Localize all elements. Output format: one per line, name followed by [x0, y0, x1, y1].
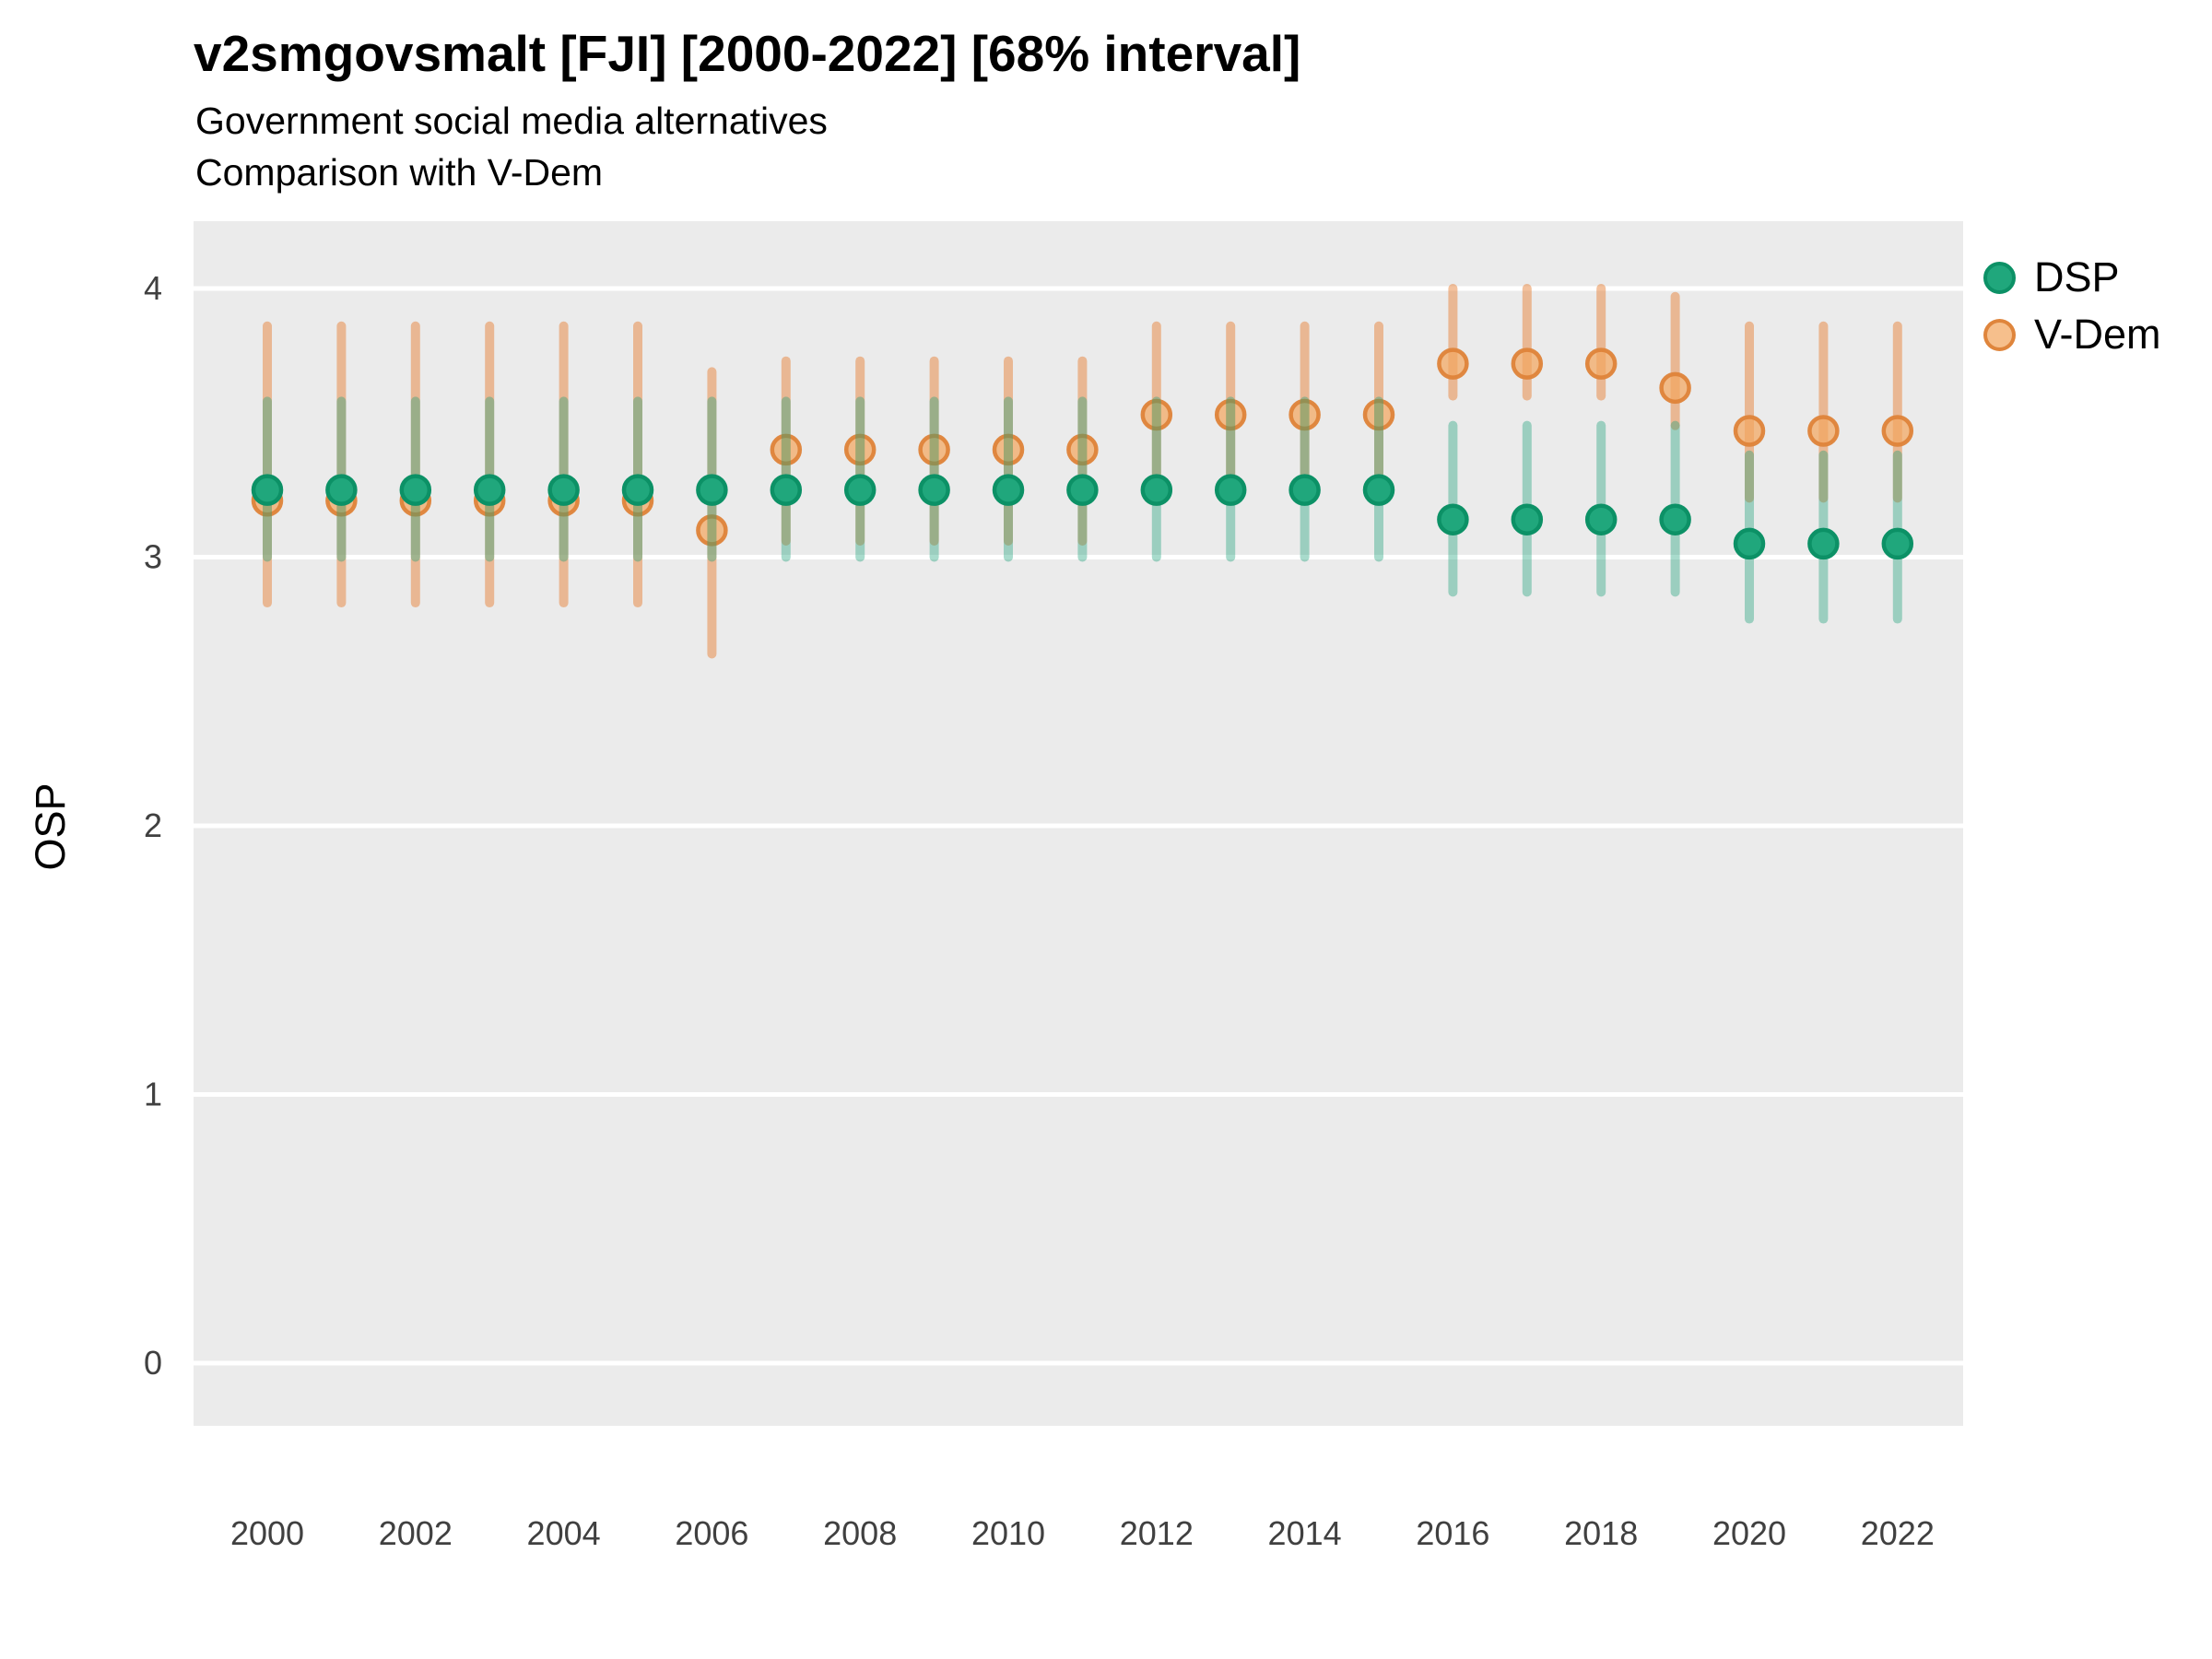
data-point-vdem-2012 — [1140, 398, 1173, 431]
data-point-dsp-2019 — [1659, 503, 1691, 535]
data-point-vdem-2016 — [1437, 347, 1469, 380]
data-point-dsp-2014 — [1288, 474, 1321, 506]
data-point-vdem-2007 — [770, 433, 803, 466]
data-point-vdem-2010 — [992, 433, 1025, 466]
vdem-point-icon — [1983, 318, 2016, 351]
data-point-vdem-2014 — [1288, 398, 1321, 431]
legend-row-dsp: DSP — [1983, 249, 2161, 306]
x-tick-label-2006: 2006 — [675, 1514, 748, 1552]
data-point-dsp-2002 — [399, 474, 432, 506]
data-point-dsp-2003 — [473, 474, 506, 506]
data-point-dsp-2010 — [992, 474, 1025, 506]
data-point-dsp-2000 — [251, 474, 284, 506]
data-point-dsp-2015 — [1362, 474, 1395, 506]
x-tick-label-2010: 2010 — [971, 1514, 1045, 1552]
x-tick-label-2012: 2012 — [1120, 1514, 1194, 1552]
data-point-dsp-2011 — [1066, 474, 1099, 506]
x-tick-label-2002: 2002 — [379, 1514, 453, 1552]
data-point-vdem-2020 — [1733, 415, 1766, 447]
x-tick-label-2018: 2018 — [1564, 1514, 1638, 1552]
data-point-vdem-2017 — [1511, 347, 1544, 380]
y-tick-label-4: 4 — [144, 269, 162, 307]
legend: DSP V-Dem — [1983, 249, 2161, 363]
data-point-dsp-2022 — [1881, 527, 1914, 560]
data-point-dsp-2021 — [1807, 527, 1840, 560]
x-tick-label-2016: 2016 — [1416, 1514, 1489, 1552]
data-point-dsp-2008 — [843, 474, 877, 506]
data-point-dsp-2001 — [325, 474, 358, 506]
chart-subtitle-line2: Comparison with V-Dem — [195, 151, 604, 194]
data-point-dsp-2006 — [696, 474, 728, 506]
legend-label-vdem: V-Dem — [2034, 311, 2161, 358]
y-tick-label-3: 3 — [144, 538, 162, 576]
data-point-vdem-2021 — [1807, 415, 1840, 447]
x-tick-label-2022: 2022 — [1861, 1514, 1935, 1552]
data-point-dsp-2007 — [770, 474, 803, 506]
data-point-dsp-2013 — [1214, 474, 1247, 506]
data-point-vdem-2011 — [1066, 433, 1099, 466]
y-tick-label-1: 1 — [144, 1076, 162, 1113]
y-tick-label-0: 0 — [144, 1344, 162, 1382]
data-point-dsp-2009 — [918, 474, 950, 506]
x-tick-label-2008: 2008 — [823, 1514, 897, 1552]
data-point-vdem-2019 — [1659, 371, 1691, 405]
data-point-dsp-2018 — [1584, 503, 1618, 535]
data-point-vdem-2018 — [1584, 347, 1618, 380]
chart-title: v2smgovsmalt [FJI] [2000-2022] [68% inte… — [194, 25, 1301, 82]
data-point-vdem-2008 — [843, 433, 877, 466]
x-tick-label-2004: 2004 — [527, 1514, 601, 1552]
x-tick-label-2000: 2000 — [230, 1514, 304, 1552]
data-point-vdem-2009 — [918, 433, 950, 466]
x-tick-label-2014: 2014 — [1268, 1514, 1342, 1552]
data-point-dsp-2012 — [1140, 474, 1173, 506]
x-tick-label-2020: 2020 — [1712, 1514, 1786, 1552]
legend-row-vdem: V-Dem — [1983, 306, 2161, 363]
legend-label-dsp: DSP — [2034, 253, 2120, 300]
data-point-vdem-2013 — [1214, 398, 1247, 431]
data-point-vdem-2006 — [696, 514, 728, 547]
data-point-dsp-2016 — [1437, 503, 1469, 535]
chart-subtitle-line1: Government social media alternatives — [195, 100, 828, 142]
data-point-dsp-2020 — [1733, 527, 1766, 560]
data-point-vdem-2015 — [1362, 398, 1395, 431]
data-point-dsp-2004 — [547, 474, 580, 506]
data-point-dsp-2017 — [1511, 503, 1544, 535]
data-point-vdem-2022 — [1881, 415, 1914, 447]
dsp-point-icon — [1983, 261, 2016, 294]
data-point-dsp-2005 — [621, 474, 654, 506]
y-tick-label-2: 2 — [144, 806, 162, 844]
